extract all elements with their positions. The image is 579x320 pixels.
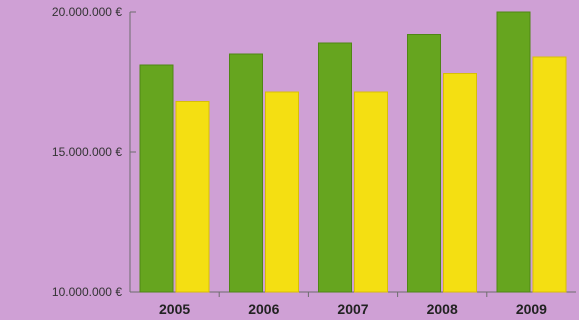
bar-series-2	[354, 91, 388, 293]
bar-series-2	[532, 56, 567, 293]
bar-series-1	[407, 33, 442, 293]
bar-series-2	[443, 73, 478, 293]
bar-series-2	[175, 101, 210, 293]
plot-area: 10.000.000 € 15.000.000 € 20.000.000 € 2005…	[52, 5, 576, 317]
y-tick-label: 20.000.000 €	[52, 5, 122, 19]
bar-series-1	[318, 42, 352, 293]
bar-series-1	[228, 53, 263, 293]
bar-series-1	[496, 11, 531, 293]
bar-series-1	[139, 64, 174, 293]
x-tick-label: 2007	[337, 301, 368, 317]
x-tick-label: 2005	[159, 301, 190, 317]
x-tick-label: 2008	[427, 301, 458, 317]
x-tick-label: 2009	[516, 301, 547, 317]
x-tick-label: 2006	[248, 301, 279, 317]
bar-series-2	[264, 91, 299, 293]
y-tick-label: 10.000.000 €	[52, 285, 122, 299]
y-tick-label: 15.000.000 €	[52, 145, 122, 159]
